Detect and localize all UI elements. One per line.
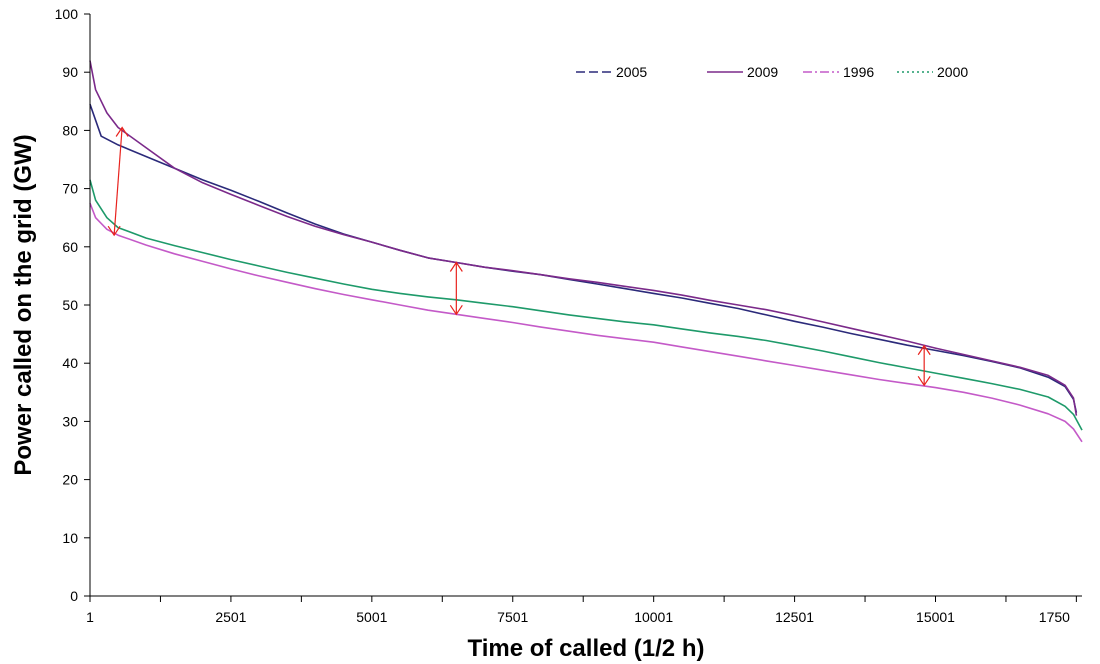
series-line-2009 bbox=[90, 61, 1076, 416]
legend: 2005 2009 1996 2000 bbox=[576, 64, 968, 80]
x-tick-label: 10001 bbox=[634, 609, 673, 625]
x-tick-label: 1750 bbox=[1039, 609, 1070, 625]
x-axis-title: Time of called (1/2 h) bbox=[468, 635, 705, 662]
x-tick-label: 5001 bbox=[356, 609, 387, 625]
annotation-arrows bbox=[108, 127, 930, 385]
double-arrow-annotation bbox=[108, 127, 128, 235]
legend-label: 2000 bbox=[937, 64, 968, 80]
y-tick-label: 20 bbox=[62, 472, 78, 488]
y-axis-title: Power called on the grid (GW) bbox=[10, 134, 37, 475]
x-tick-label: 15001 bbox=[916, 609, 955, 625]
y-tick-label: 100 bbox=[55, 6, 79, 22]
x-axis-ticks: 1 2501 5001 7501 10001 12501 15001 1750 bbox=[86, 596, 1076, 625]
x-tick-label: 7501 bbox=[497, 609, 528, 625]
legend-item-1996: 1996 bbox=[803, 64, 874, 80]
y-tick-label: 10 bbox=[62, 530, 78, 546]
series-line-2005 bbox=[90, 104, 1076, 413]
x-tick-label: 12501 bbox=[775, 609, 814, 625]
y-tick-label: 70 bbox=[62, 181, 78, 197]
x-tick-label: 1 bbox=[86, 609, 94, 625]
double-arrow-annotation bbox=[918, 346, 930, 386]
y-tick-label: 40 bbox=[62, 355, 78, 371]
y-tick-label: 60 bbox=[62, 239, 78, 255]
legend-label: 2005 bbox=[616, 64, 647, 80]
series-line-2000 bbox=[90, 180, 1082, 430]
y-tick-label: 80 bbox=[62, 122, 78, 138]
legend-item-2000: 2000 bbox=[897, 64, 968, 80]
legend-label: 2009 bbox=[747, 64, 778, 80]
double-arrow-annotation bbox=[450, 263, 462, 315]
y-tick-label: 90 bbox=[62, 64, 78, 80]
legend-item-2009: 2009 bbox=[707, 64, 778, 80]
axes bbox=[90, 14, 1082, 596]
legend-label: 1996 bbox=[843, 64, 874, 80]
y-tick-label: 50 bbox=[62, 297, 78, 313]
plot-lines bbox=[90, 61, 1082, 442]
y-tick-label: 0 bbox=[70, 588, 78, 604]
y-axis-ticks: 0 10 20 30 40 50 60 70 80 90 100 bbox=[55, 6, 90, 604]
series-line-1996 bbox=[90, 203, 1082, 442]
y-tick-label: 30 bbox=[62, 413, 78, 429]
x-tick-label: 2501 bbox=[215, 609, 246, 625]
legend-item-2005: 2005 bbox=[576, 64, 647, 80]
